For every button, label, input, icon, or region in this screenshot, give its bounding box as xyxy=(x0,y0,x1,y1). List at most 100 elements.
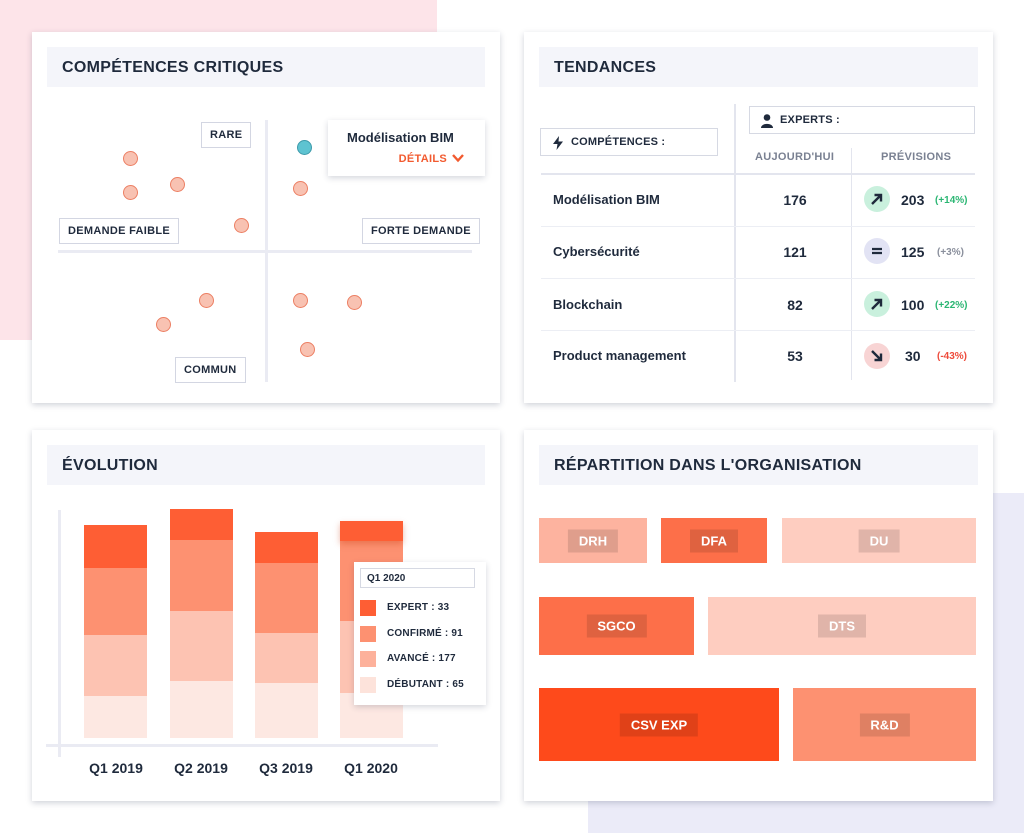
skills-card-header: COMPÉTENCES CRITIQUES xyxy=(47,47,485,87)
org-block-label: DRH xyxy=(567,529,619,552)
bar-segment-confirmé[interactable] xyxy=(255,563,318,633)
org-block-label: DFA xyxy=(690,529,738,552)
tooltip-skill-name: Modélisation BIM xyxy=(347,130,454,145)
lightning-icon xyxy=(553,136,563,150)
org-block-dfa[interactable]: DFA xyxy=(661,518,767,563)
table-row-change: (-43%) xyxy=(937,351,968,362)
table-row-forecast: 125 xyxy=(901,244,925,260)
org-block-drh[interactable]: DRH xyxy=(539,518,647,563)
quadrant-label-high-demand: FORTE DEMANDE xyxy=(362,218,480,244)
table-row-name: Product management xyxy=(553,348,686,363)
trends-card: TENDANCES xyxy=(524,32,993,403)
tooltip-details-link[interactable]: DÉTAILS xyxy=(398,153,447,165)
table-row-forecast: 203 xyxy=(901,192,925,208)
chart-x-axis xyxy=(46,744,438,747)
equals-icon xyxy=(872,247,882,255)
bar-segment-débutant[interactable] xyxy=(255,683,318,738)
bar-segment-expert[interactable] xyxy=(340,521,403,541)
org-block-label: R&D xyxy=(859,713,910,736)
skill-dot-selected[interactable] xyxy=(296,139,312,155)
table-row-name: Blockchain xyxy=(553,297,623,312)
bar-segment-avancé[interactable] xyxy=(255,633,318,683)
skill-dot[interactable] xyxy=(155,316,171,332)
experts-filter-label: EXPERTS : xyxy=(780,114,840,126)
legend-swatch xyxy=(360,626,376,642)
legend-label: CONFIRMÉ : 91 xyxy=(387,628,463,639)
x-tick-label: Q2 2019 xyxy=(174,760,228,776)
bar-segment-débutant[interactable] xyxy=(84,696,147,738)
skill-dot[interactable] xyxy=(292,180,308,196)
skill-dot[interactable] xyxy=(346,294,362,310)
org-card-title: RÉPARTITION DANS L'ORGANISATION xyxy=(554,457,862,474)
chart-legend-popup: Q1 2020 EXPERT : 33 CONFIRMÉ : 91 AVANCÉ… xyxy=(354,562,486,705)
column-header-forecast: PRÉVISIONS xyxy=(881,151,952,163)
skill-dot[interactable] xyxy=(198,292,214,308)
table-row-today: 53 xyxy=(787,348,803,364)
table-row-name: Modélisation BIM xyxy=(553,192,660,207)
table-row-name: Cybersécurité xyxy=(553,244,640,259)
org-block-dts[interactable]: DTS xyxy=(708,597,976,655)
legend-label: AVANCÉ : 177 xyxy=(387,653,456,664)
org-block-label: DTS xyxy=(818,614,866,638)
skills-filter-field[interactable]: COMPÉTENCES : xyxy=(540,128,718,156)
table-divider xyxy=(851,148,852,380)
legend-label: EXPERT : 33 xyxy=(387,602,450,613)
skills-filter-label: COMPÉTENCES : xyxy=(571,136,666,148)
legend-swatch xyxy=(360,651,376,667)
table-row-today: 82 xyxy=(787,297,803,313)
evolution-card-header: ÉVOLUTION xyxy=(47,445,485,485)
user-icon xyxy=(761,114,773,128)
table-row-today: 121 xyxy=(783,244,807,260)
skill-dot[interactable] xyxy=(299,341,315,357)
quadrant-label-low-demand: DEMANDE FAIBLE xyxy=(59,218,179,244)
table-divider xyxy=(734,104,736,382)
org-block-rnd[interactable]: R&D xyxy=(793,688,976,761)
row-divider xyxy=(541,330,975,331)
bar-segment-expert[interactable] xyxy=(84,525,147,568)
org-block-label: CSV EXP xyxy=(619,713,699,736)
legend-swatch xyxy=(360,600,376,616)
skills-card-title: COMPÉTENCES CRITIQUES xyxy=(62,59,284,76)
experts-filter-field[interactable]: EXPERTS : xyxy=(749,106,975,134)
trend-down-indicator xyxy=(864,343,890,369)
quadrant-horizontal-axis xyxy=(58,250,472,253)
trends-card-header: TENDANCES xyxy=(539,47,978,87)
skill-dot[interactable] xyxy=(233,217,249,233)
row-divider xyxy=(541,278,975,279)
legend-swatch xyxy=(360,677,376,693)
bar-segment-expert[interactable] xyxy=(255,532,318,563)
quadrant-label-rare: RARE xyxy=(201,122,252,148)
bar-segment-débutant[interactable] xyxy=(170,681,233,738)
quadrant-label-common: COMMUN xyxy=(175,357,246,383)
evolution-card-title: ÉVOLUTION xyxy=(62,457,159,474)
legend-label: DÉBUTANT : 65 xyxy=(387,679,464,690)
org-block-label: SGCO xyxy=(586,614,647,638)
skill-tooltip: Modélisation BIM DÉTAILS xyxy=(328,120,485,176)
bar-segment-expert[interactable] xyxy=(170,509,233,540)
skill-dot[interactable] xyxy=(122,150,138,166)
skill-dot[interactable] xyxy=(292,292,308,308)
table-row-change: (+22%) xyxy=(935,300,968,311)
chart-y-axis xyxy=(58,510,61,757)
trend-flat-indicator xyxy=(864,238,890,264)
bar-segment-confirmé[interactable] xyxy=(170,540,233,611)
arrow-up-right-icon xyxy=(871,193,883,205)
trend-up-indicator xyxy=(864,291,890,317)
bar-segment-confirmé[interactable] xyxy=(84,568,147,635)
chevron-down-icon[interactable] xyxy=(451,151,465,165)
bar-segment-avancé[interactable] xyxy=(170,611,233,681)
trend-up-indicator xyxy=(864,186,890,212)
org-block-sgco[interactable]: SGCO xyxy=(539,597,694,655)
x-tick-label: Q1 2020 xyxy=(344,760,398,776)
bar-segment-avancé[interactable] xyxy=(84,635,147,696)
org-block-du[interactable]: DU xyxy=(782,518,976,563)
skill-dot[interactable] xyxy=(122,184,138,200)
org-block-csv-exp[interactable]: CSV EXP xyxy=(539,688,779,761)
arrow-down-right-icon xyxy=(871,350,883,362)
skill-dot[interactable] xyxy=(169,176,185,192)
table-row-change: (+14%) xyxy=(935,195,968,206)
org-card-header: RÉPARTITION DANS L'ORGANISATION xyxy=(539,445,978,485)
x-tick-label: Q1 2019 xyxy=(89,760,143,776)
table-row-forecast: 30 xyxy=(905,348,921,364)
table-row-change: (+3%) xyxy=(937,247,964,258)
